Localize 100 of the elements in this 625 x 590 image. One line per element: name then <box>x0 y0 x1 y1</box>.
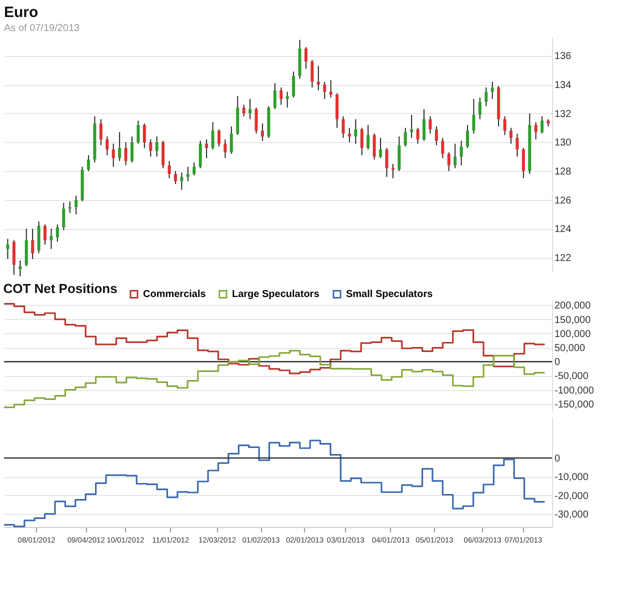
candlestick <box>62 202 66 231</box>
candlestick <box>354 118 358 144</box>
y-tick-label: 134 <box>554 80 572 92</box>
candlestick <box>316 65 320 91</box>
candlestick <box>509 127 512 144</box>
candlestick <box>540 116 544 134</box>
y-tick-label: 0 <box>554 357 560 368</box>
candlestick <box>254 107 258 134</box>
candlestick <box>428 116 432 134</box>
candlestick <box>174 170 177 185</box>
candlestick <box>155 136 158 158</box>
candlestick <box>366 124 370 150</box>
y-tick-label: -20,000 <box>554 490 589 502</box>
chart-title: COT Net Positions <box>3 281 118 296</box>
y-tick-label: -30,000 <box>554 509 589 520</box>
candlestick <box>304 46 308 70</box>
y-tick-label: 50,000 <box>554 343 586 354</box>
candlestick <box>31 228 34 260</box>
candlestick <box>242 104 246 117</box>
candlestick <box>186 166 190 182</box>
candlestick <box>149 138 152 158</box>
candlestick <box>478 97 482 120</box>
candlestick <box>286 91 289 108</box>
candlestick <box>260 123 264 142</box>
candlestick <box>385 148 388 178</box>
candlestick <box>130 136 134 163</box>
candlestick <box>460 140 463 166</box>
candlestick <box>124 142 128 166</box>
candlestick <box>217 128 220 148</box>
candlestick <box>56 224 59 242</box>
candlestick <box>112 143 115 168</box>
candlestick <box>348 127 351 143</box>
chart-title: Euro <box>4 4 38 21</box>
candlestick <box>192 162 196 176</box>
candlestick <box>516 133 519 158</box>
candlestick <box>310 60 314 88</box>
candlestick <box>360 127 364 156</box>
candlestick <box>118 132 122 162</box>
candlestick <box>99 118 102 146</box>
candlestick <box>342 116 345 138</box>
y-tick-label: 124 <box>554 224 572 236</box>
candlestick <box>136 120 140 144</box>
y-tick-label: -100,000 <box>554 385 594 396</box>
candlestick <box>490 81 494 100</box>
y-tick-label: 126 <box>554 195 572 206</box>
legend-label: Large Speculators <box>232 289 320 300</box>
y-tick-label: 150,000 <box>554 314 592 326</box>
y-tick-label: -50,000 <box>554 371 589 382</box>
candlestick <box>404 127 407 148</box>
legend-label: Small Speculators <box>346 289 434 300</box>
candlestick <box>50 228 53 250</box>
y-tick-label: -10,000 <box>554 472 589 484</box>
candlestick <box>44 224 47 246</box>
y-tick-label: 0 <box>554 454 560 465</box>
candlestick <box>74 195 78 215</box>
candlestick <box>454 143 457 169</box>
candlestick <box>12 240 16 276</box>
candlestick <box>68 200 72 214</box>
candlestick <box>447 152 450 172</box>
candlestick <box>441 137 444 159</box>
candlestick <box>273 82 276 110</box>
y-tick-label: 100,000 <box>554 328 592 340</box>
candlestick <box>211 122 214 150</box>
candlestick <box>248 98 252 120</box>
candlestick <box>434 126 438 146</box>
candlestick <box>522 148 525 179</box>
y-tick-label: 122 <box>554 253 572 264</box>
candlestick <box>422 108 426 142</box>
y-tick-label: 136 <box>554 51 572 62</box>
candlestick <box>372 133 376 160</box>
candlestick <box>416 127 420 144</box>
candlestick <box>205 138 208 159</box>
candlestick <box>391 163 394 179</box>
candlestick <box>224 138 227 159</box>
candlestick <box>180 172 184 190</box>
candlestick <box>230 126 233 154</box>
candlestick <box>142 123 146 149</box>
candlestick <box>18 260 22 277</box>
y-tick-label: 130 <box>554 138 572 149</box>
y-tick-label: 128 <box>554 166 572 178</box>
y-tick-label: -150,000 <box>554 399 594 410</box>
candlestick <box>472 98 476 134</box>
candlestick <box>168 160 171 179</box>
candlestick <box>484 86 488 107</box>
candlestick <box>280 86 283 106</box>
candlestick <box>6 238 10 260</box>
candlestick <box>162 140 165 169</box>
candlestick <box>323 81 326 100</box>
y-tick-label: 200,000 <box>554 300 592 312</box>
candlestick <box>503 116 506 136</box>
candlestick <box>534 122 538 140</box>
candlestick <box>198 140 202 169</box>
chart-subtitle: As of 07/19/2013 <box>4 23 80 34</box>
y-tick-label: 132 <box>554 108 572 120</box>
candlestick <box>87 154 90 172</box>
legend-label: Commercials <box>143 289 206 300</box>
candlestick <box>466 124 469 149</box>
candlestick <box>379 137 382 159</box>
candlestick <box>292 71 296 98</box>
candlestick <box>106 136 109 156</box>
